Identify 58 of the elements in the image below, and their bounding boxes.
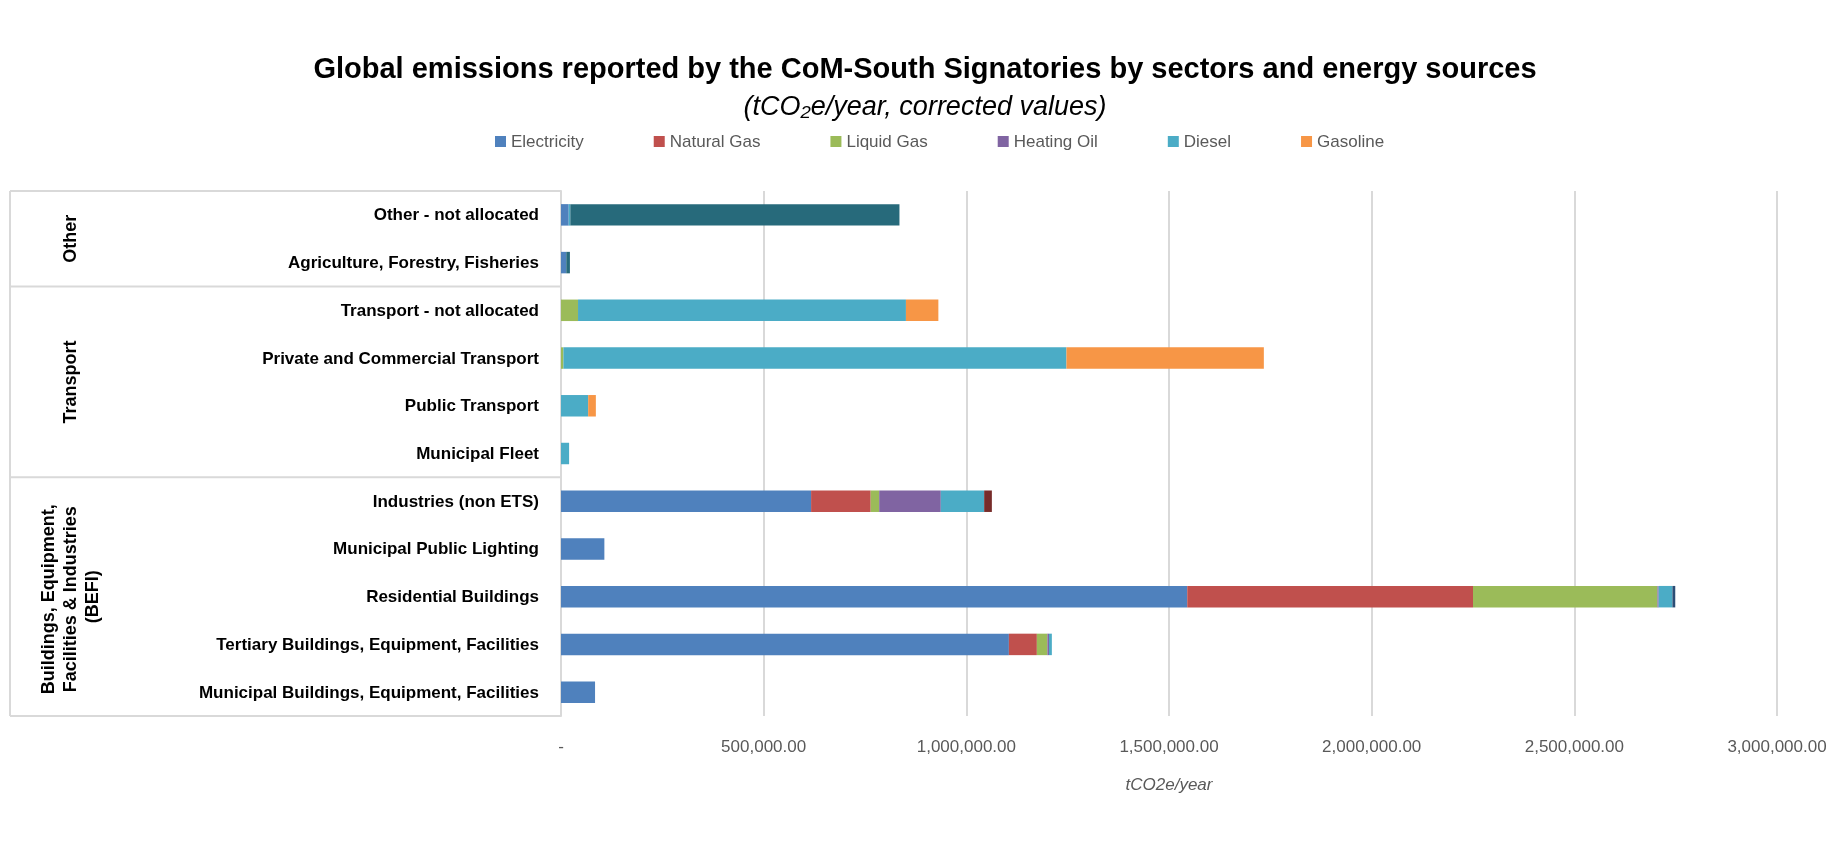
legend-label: Liquid Gas: [846, 132, 928, 151]
x-tick-label: 500,000.00: [721, 737, 807, 756]
bar: [561, 251, 567, 274]
bar: [1473, 585, 1658, 608]
y-tick-label: Tertiary Buildings, Equipment, Facilities: [216, 634, 539, 654]
bar: [561, 299, 579, 322]
bar: [1036, 633, 1048, 656]
y-tick-label: Industries (non ETS): [372, 491, 539, 511]
x-tick-label: 2,000,000.00: [1322, 737, 1422, 756]
bar: [561, 585, 1188, 608]
x-axis-title: tCO2e/year: [1125, 775, 1214, 794]
legend-label: Electricity: [511, 132, 585, 151]
x-tick-label: -: [558, 737, 564, 756]
text: Transport: [60, 340, 80, 424]
bar: [1672, 585, 1676, 608]
bar: [563, 347, 1067, 369]
bar: [561, 204, 569, 226]
x-tick-label: 2,500,000.00: [1524, 737, 1624, 756]
bar: [570, 204, 900, 226]
text: Other: [60, 214, 80, 263]
bar: [588, 395, 596, 417]
y-tick-label: Private and Commercial Transport: [262, 348, 540, 368]
bar: [561, 490, 812, 512]
bar: [561, 633, 1009, 656]
bar: [566, 251, 570, 274]
bar: [1066, 347, 1264, 369]
bar: [561, 442, 570, 465]
chart-subtitle: (tCO₂e/year, corrected values): [743, 90, 1107, 121]
bar: [1658, 585, 1673, 608]
bar: [1187, 585, 1473, 608]
text: Buildings, Equipment, Facilities & Industries (BEFI): [38, 499, 102, 695]
bar: [870, 490, 880, 512]
bar: [561, 681, 596, 703]
bar: [1008, 633, 1037, 656]
y-tick-label: Transport - not allocated: [340, 300, 539, 320]
chart-title: Global emissions reported by the CoM-South Signatories by sectors and energy sources: [313, 51, 1537, 84]
x-tick-label: 1,500,000.00: [1119, 737, 1219, 756]
bar: [905, 299, 939, 322]
bar: [561, 538, 605, 560]
bar: [811, 490, 871, 512]
bar: [879, 490, 941, 512]
y-tick-label: Municipal Public Lighting: [333, 539, 539, 559]
bar: [561, 395, 589, 417]
legend-label: Gasoline: [1317, 132, 1385, 151]
y-tick-label: Residential Buildings: [366, 587, 539, 607]
y-tick-label: Municipal Fleet: [416, 444, 540, 463]
y-tick-label: Other - not allocated: [373, 205, 539, 225]
bar: [984, 490, 992, 512]
y-tick-label: Agriculture, Forestry, Fisheries: [288, 253, 539, 273]
bar: [940, 490, 985, 512]
legend-label: Diesel: [1183, 132, 1232, 151]
bar: [578, 299, 906, 322]
y-tick-label: Municipal Buildings, Equipment, Facilities: [198, 682, 539, 702]
y-tick-label: Public Transport: [404, 396, 540, 416]
legend-label: Natural Gas: [669, 132, 761, 151]
legend-label: Heating Oil: [1013, 132, 1098, 151]
x-tick-label: 1,000,000.00: [916, 737, 1016, 756]
x-tick-label: 3,000,000.00: [1727, 737, 1827, 756]
